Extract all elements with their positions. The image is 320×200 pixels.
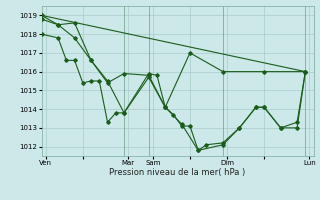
X-axis label: Pression niveau de la mer( hPa ): Pression niveau de la mer( hPa ) [109,168,246,177]
